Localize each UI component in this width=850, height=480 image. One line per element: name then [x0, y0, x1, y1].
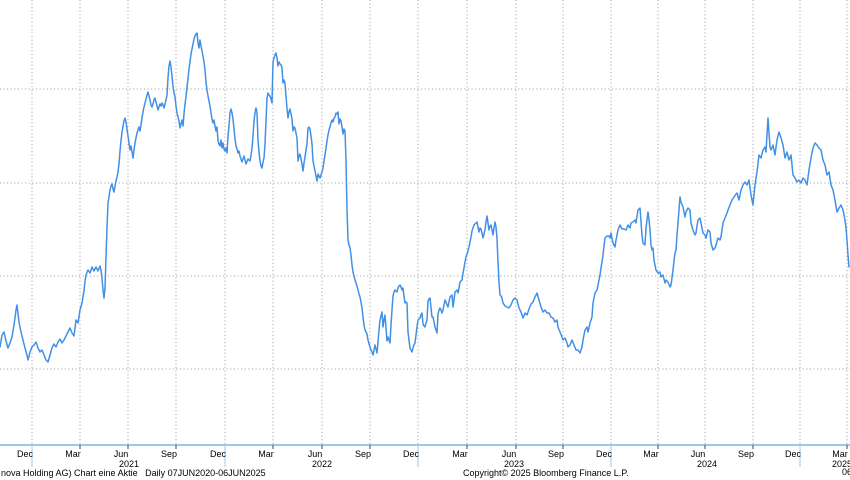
- x-axis-month-label: Mar: [65, 449, 81, 459]
- x-axis-year-label: 2021: [119, 459, 139, 469]
- x-axis-month-label: Sep: [738, 449, 754, 459]
- x-axis-month-label: Sep: [548, 449, 564, 459]
- chart-footer-clipped-timestamp: 06: [842, 467, 850, 477]
- x-axis-month-label: Dec: [17, 449, 34, 459]
- chart-footer-security-label: nova Holding AG) Chart eine Aktie Daily …: [1, 468, 266, 478]
- x-axis-month-label: Mar: [832, 449, 848, 459]
- x-axis-month-label: Dec: [596, 449, 613, 459]
- x-axis-month-label: Jun: [502, 449, 517, 459]
- x-axis-year-label: 2023: [504, 459, 524, 469]
- x-axis-year-label: 2022: [312, 459, 332, 469]
- chart-footer-copyright: Copyright© 2025 Bloomberg Finance L.P.: [463, 468, 629, 478]
- price-line-series: [0, 32, 850, 363]
- x-axis-month-label: Mar: [452, 449, 468, 459]
- x-axis-month-label: Mar: [643, 449, 659, 459]
- x-axis-month-label: Sep: [161, 449, 177, 459]
- x-axis-month-label: Dec: [210, 449, 227, 459]
- x-axis-month-label: Dec: [403, 449, 420, 459]
- x-axis-month-label: Mar: [258, 449, 274, 459]
- x-axis-month-label: Jun: [691, 449, 706, 459]
- x-axis-year-label: 2025: [832, 459, 850, 469]
- x-axis-year-label: 2024: [697, 459, 717, 469]
- x-axis-month-label: Dec: [785, 449, 802, 459]
- x-axis-month-label: Jun: [308, 449, 323, 459]
- x-axis-month-label: Sep: [355, 449, 371, 459]
- x-axis-month-label: Jun: [114, 449, 129, 459]
